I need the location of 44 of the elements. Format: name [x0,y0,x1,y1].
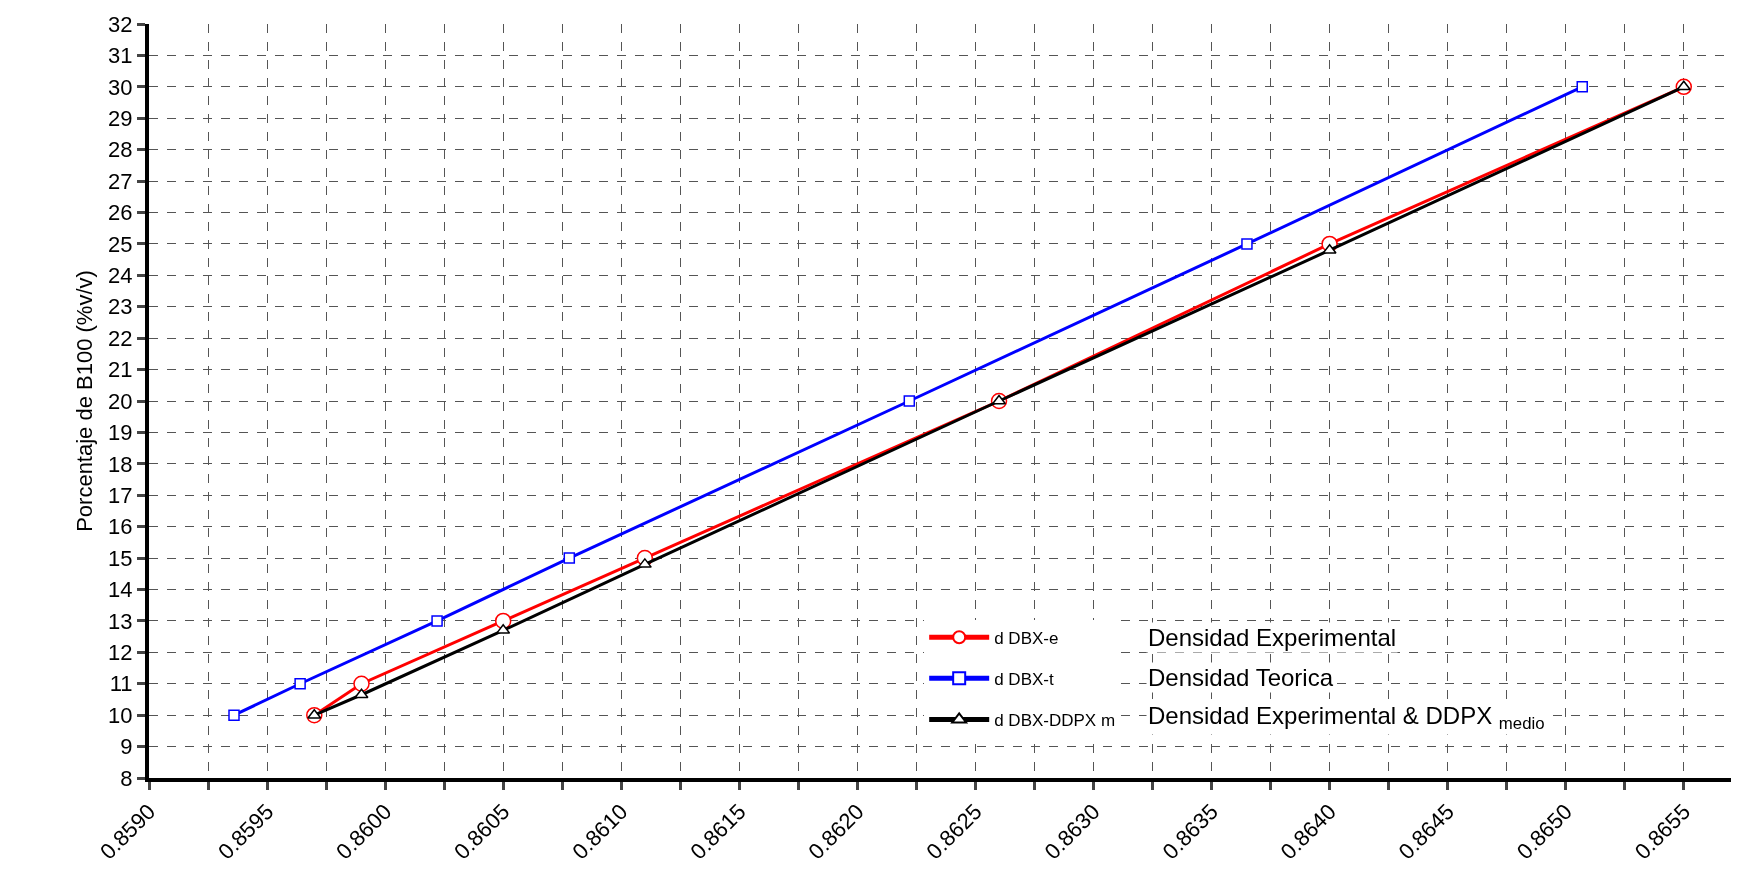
y-tick-label: 21 [108,357,133,383]
y-tick-label: 12 [108,640,133,666]
y-tick-label: 27 [108,168,133,194]
legend-label: d DBX-e [994,628,1059,648]
y-tick-label: 30 [108,74,133,100]
annotation: Densidad Teorica [1148,664,1334,691]
y-tick-label: 25 [108,231,133,257]
annotation: Densidad Experimental & DDPX $_{medio}$ [1148,702,1545,734]
y-tick-label: 24 [108,263,133,289]
y-tick-label: 16 [108,514,133,540]
legend-label: d DBX-t [994,669,1054,689]
point [353,675,370,692]
point [1676,80,1691,91]
y-tick-label: 19 [108,420,133,446]
y-tick-label: 15 [108,545,133,571]
point [563,552,576,564]
y-tick-label: 10 [108,702,133,728]
y-tick-label: 26 [108,200,133,226]
legend-label: d DBX-DDPX m [994,711,1116,731]
point [307,708,322,719]
point [294,678,306,690]
y-tick-label: 11 [109,671,133,697]
y-tick-label: 13 [108,608,133,634]
y-tick-label: 31 [108,43,133,69]
y-axis-title: Porcentaje de B100 (%v/v) [72,270,98,532]
y-tick-label: 17 [108,482,133,508]
y-tick-label: 14 [108,577,133,603]
point [1322,243,1337,254]
annotation: Densidad Experimental [1148,624,1397,651]
point [1576,81,1588,93]
y-tick-label: 20 [108,388,133,414]
point [1241,238,1253,250]
y-tick-label: 28 [108,137,133,163]
y-tick-label: 29 [108,105,133,131]
point [431,615,443,627]
y-tick-label: 9 [120,734,133,760]
point [354,688,369,699]
y-tick-label: 22 [108,325,133,351]
y-tick-label: 18 [108,451,133,477]
y-tick-label: 32 [108,11,133,37]
y-tick-label: 23 [108,294,133,320]
y-tick-label: 8 [120,765,133,791]
point [903,395,916,407]
point [228,709,240,721]
